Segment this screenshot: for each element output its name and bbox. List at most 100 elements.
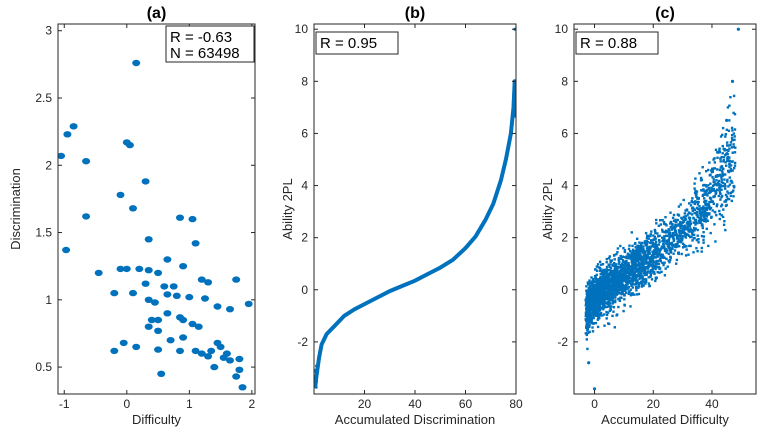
y-tick-label: 10 xyxy=(295,22,309,36)
data-point xyxy=(722,208,725,211)
data-point xyxy=(616,247,620,250)
data-point xyxy=(58,152,66,160)
data-point xyxy=(708,191,711,195)
data-point xyxy=(598,269,602,272)
data-point xyxy=(675,232,678,236)
data-point xyxy=(637,282,640,286)
data-point xyxy=(634,257,637,260)
data-point xyxy=(726,157,729,160)
data-point xyxy=(642,271,646,274)
data-point xyxy=(588,279,591,282)
data-point xyxy=(698,211,701,215)
data-point xyxy=(654,262,657,265)
data-point xyxy=(676,224,679,227)
data-point xyxy=(719,198,722,201)
data-point xyxy=(641,278,644,281)
data-point xyxy=(587,361,591,365)
data-point xyxy=(238,384,247,391)
data-point xyxy=(695,201,699,204)
data-point xyxy=(135,265,144,273)
data-point xyxy=(649,259,652,262)
data-point xyxy=(733,128,737,131)
data-point xyxy=(594,299,597,302)
data-point xyxy=(599,276,602,279)
data-point xyxy=(634,285,638,289)
data-point xyxy=(696,222,699,225)
data-point xyxy=(679,203,682,206)
data-point xyxy=(632,263,636,266)
data-point xyxy=(602,298,605,301)
data-point xyxy=(620,286,623,290)
data-point xyxy=(589,317,593,320)
data-point xyxy=(645,253,648,257)
data-point xyxy=(707,203,710,206)
data-point xyxy=(644,259,647,262)
data-point xyxy=(689,222,693,225)
y-tick-label: -2 xyxy=(557,335,568,349)
data-point xyxy=(724,173,727,176)
data-point xyxy=(639,258,642,262)
data-point xyxy=(677,234,680,237)
data-point xyxy=(598,290,602,294)
data-point xyxy=(646,261,649,264)
y-tick-label: 2 xyxy=(561,231,568,245)
data-point xyxy=(640,267,643,270)
data-point xyxy=(608,255,611,258)
data-point xyxy=(707,168,710,172)
data-point xyxy=(585,302,589,306)
data-point xyxy=(629,288,632,291)
data-point xyxy=(646,271,649,274)
data-point xyxy=(629,305,632,308)
data-point xyxy=(654,249,657,253)
data-point xyxy=(513,90,516,94)
data-point xyxy=(713,180,716,184)
data-point xyxy=(607,294,610,297)
data-point xyxy=(232,276,241,283)
data-point xyxy=(712,158,715,161)
data-point xyxy=(651,264,655,267)
data-point xyxy=(662,263,665,267)
data-point xyxy=(631,269,635,272)
data-point xyxy=(591,330,595,333)
data-point xyxy=(686,225,689,229)
data-point xyxy=(727,149,730,152)
data-point xyxy=(163,256,172,263)
data-point xyxy=(630,284,633,287)
data-point xyxy=(605,286,608,289)
x-axis-label: Accumulated Discrimination xyxy=(335,412,495,427)
data-point xyxy=(729,143,732,147)
data-point xyxy=(694,189,697,193)
data-point xyxy=(621,268,624,272)
data-point xyxy=(709,206,713,210)
data-point xyxy=(638,277,641,281)
data-point xyxy=(687,230,690,233)
data-point xyxy=(620,276,623,279)
data-point xyxy=(634,252,637,256)
data-point xyxy=(639,250,643,253)
data-point xyxy=(712,202,715,205)
data-point xyxy=(590,306,594,309)
data-point xyxy=(611,276,614,279)
data-point xyxy=(684,254,688,257)
data-point xyxy=(642,245,645,248)
data-point xyxy=(592,305,595,308)
annotation-text: R = 0.88 xyxy=(580,35,637,52)
data-point xyxy=(602,301,605,304)
data-point xyxy=(610,288,614,291)
data-point xyxy=(587,292,591,295)
data-point xyxy=(648,234,651,238)
data-point xyxy=(654,248,657,251)
data-point xyxy=(722,181,725,185)
data-point xyxy=(704,214,707,217)
data-point xyxy=(726,197,730,201)
data-point xyxy=(590,284,593,287)
data-point xyxy=(631,265,634,269)
data-point xyxy=(666,239,669,242)
data-point xyxy=(656,232,659,235)
data-point xyxy=(618,261,621,264)
data-point xyxy=(679,240,682,243)
data-point xyxy=(62,246,71,254)
data-point xyxy=(704,200,707,204)
data-point xyxy=(722,167,725,171)
data-point xyxy=(693,211,696,215)
